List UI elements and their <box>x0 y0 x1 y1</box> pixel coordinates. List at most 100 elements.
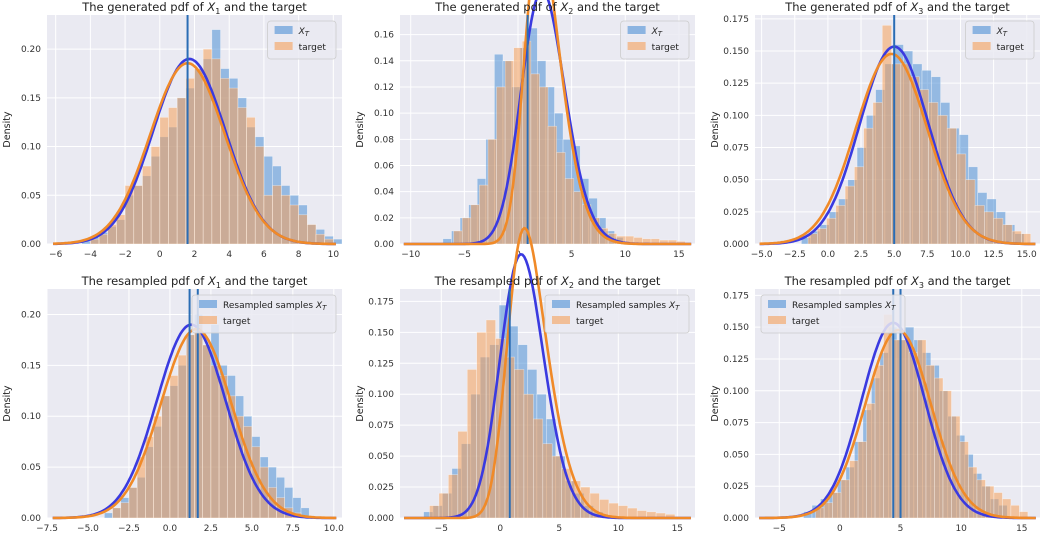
histogram-bar-target <box>298 214 308 245</box>
histogram-bar-target <box>246 117 256 245</box>
legend-box <box>544 294 690 334</box>
y-axis-label: Density <box>710 385 721 421</box>
histogram-bar-target <box>951 415 961 519</box>
chart-title: The resampled pdf of X1 and the target <box>81 274 308 290</box>
x-tick-label: 0 <box>497 524 503 534</box>
legend-swatch <box>552 300 570 308</box>
histogram-bar-target <box>956 153 967 245</box>
y-tick-label: 0.10 <box>21 412 41 422</box>
x-tick-label: 0 <box>157 250 163 260</box>
histogram-bar-target <box>993 492 1003 519</box>
y-tick-label: 0.05 <box>21 463 41 473</box>
histogram-bar-target <box>133 185 143 245</box>
y-axis-label: Density <box>355 111 366 147</box>
legend-swatch <box>274 26 293 34</box>
chart-panel-1: 0.00 0.05 0.10 0.15 0.20 −6 −4 −2 0 2 4 6 8 10 The gen… <box>2 0 343 260</box>
chart-title: The generated pdf of X2 and the target <box>434 0 660 16</box>
y-tick-label: 0.12 <box>374 83 394 93</box>
x-tick-label: −7.5 <box>36 524 58 534</box>
y-tick-label: 0.125 <box>723 355 749 365</box>
histogram-bar-target <box>142 165 152 245</box>
y-tick-label: 0.16 <box>374 31 394 41</box>
y-tick-label: 0.100 <box>723 387 749 397</box>
y-tick-label: 0.000 <box>368 514 394 524</box>
x-tick-label: 15 <box>1016 524 1027 534</box>
y-tick-label: 0.050 <box>723 450 749 460</box>
y-tick-label: 0.100 <box>723 111 749 121</box>
histogram-bar-target <box>1011 230 1022 245</box>
chart-panel-5: 0.0000.0250.0500.0750.1000.1250.1500.175… <box>355 226 695 534</box>
histogram-bar-target <box>461 217 472 245</box>
y-tick-label: 0.15 <box>21 361 41 371</box>
legend: XT target <box>267 20 337 60</box>
x-tick-label: 12.5 <box>984 250 1004 260</box>
chart-panel-3: 0.000 0.025 0.050 0.075 0.100 0.125 0.150 0.175… <box>710 0 1040 260</box>
histogram-bar-target <box>161 395 171 519</box>
histogram-bar-target <box>210 365 220 519</box>
y-tick-label: 0.150 <box>368 328 394 338</box>
histogram-bar-target <box>159 117 169 245</box>
legend-label: target <box>792 317 820 327</box>
y-tick-label: 0.075 <box>368 421 394 431</box>
kde-curve-target <box>759 52 1036 246</box>
y-axis-label: Density <box>355 385 366 421</box>
x-tick-label: 2.5 <box>854 250 868 260</box>
histogram-bar-target <box>965 179 976 245</box>
x-tick-label: 10.0 <box>324 524 344 534</box>
legend-swatch <box>552 316 570 324</box>
x-tick-label: 10 <box>620 250 632 260</box>
x-tick-label: 10 <box>328 250 340 260</box>
y-tick-label: 0.025 <box>723 208 749 218</box>
chart-title: The generated pdf of X1 and the target <box>81 0 307 16</box>
y-tick-label: 0.050 <box>368 452 394 462</box>
y-tick-label: 0.00 <box>374 240 394 250</box>
histogram-bar-target <box>900 63 911 245</box>
y-tick-label: 0.10 <box>374 109 394 119</box>
histogram-bar-target <box>211 58 221 245</box>
histogram-bar-target <box>202 344 212 519</box>
histogram-bar-target <box>928 102 939 245</box>
y-tick-label: 0.15 <box>21 94 41 104</box>
legend-swatch <box>972 42 991 50</box>
histogram-bar-target <box>533 418 544 519</box>
legend-label: target <box>223 317 251 327</box>
y-tick-label: 0.20 <box>21 45 41 55</box>
histogram-bar-target <box>220 78 230 245</box>
legend-label: target <box>997 43 1025 53</box>
y-tick-label: 0.150 <box>723 323 749 333</box>
kde-curve-target <box>404 226 691 520</box>
y-axis-label: Density <box>2 111 13 147</box>
legend-label: XT <box>996 27 1008 38</box>
x-tick-label: 6 <box>261 250 267 260</box>
y-tick-label: 0.175 <box>723 291 749 301</box>
x-tick-label: −10 <box>401 250 420 260</box>
x-tick-label: 0 <box>837 524 843 534</box>
x-tick-label: 5 <box>556 524 562 534</box>
x-tick-label: 5.0 <box>887 250 902 260</box>
x-tick-label: 10 <box>613 524 625 534</box>
y-tick-label: 0.02 <box>374 214 394 224</box>
x-tick-label: 15.0 <box>1017 250 1037 260</box>
histogram-bar-target <box>448 474 459 519</box>
legend-label: target <box>299 43 327 53</box>
y-tick-label: 0.000 <box>723 240 749 250</box>
histogram-bar-target <box>194 68 204 245</box>
histogram-bar-target <box>128 487 138 519</box>
legend-swatch <box>768 300 786 308</box>
x-tick-label: 15 <box>673 250 684 260</box>
x-tick-label: 4 <box>226 250 232 260</box>
histogram-bar-target <box>542 443 553 519</box>
legend-swatch <box>768 316 786 324</box>
legend-label: XT <box>651 27 663 38</box>
histogram-bar-target <box>840 479 850 519</box>
y-tick-label: 0.000 <box>723 514 749 524</box>
histogram-bar-target <box>539 86 549 245</box>
y-tick-label: 0.20 <box>21 310 41 320</box>
y-tick-label: 0.00 <box>21 240 41 250</box>
histogram-bar-target <box>470 204 480 245</box>
chart-panel-4: 0.00 0.05 0.10 0.15 0.20 −7.5 −5.0 −2.5 0.0 2.5 5.… <box>2 274 344 534</box>
x-tick-label: 5.0 <box>245 524 260 534</box>
legend-swatch <box>627 26 646 34</box>
histogram-bar-generated <box>104 512 113 519</box>
legend: Resampled samples XT target <box>544 294 690 334</box>
